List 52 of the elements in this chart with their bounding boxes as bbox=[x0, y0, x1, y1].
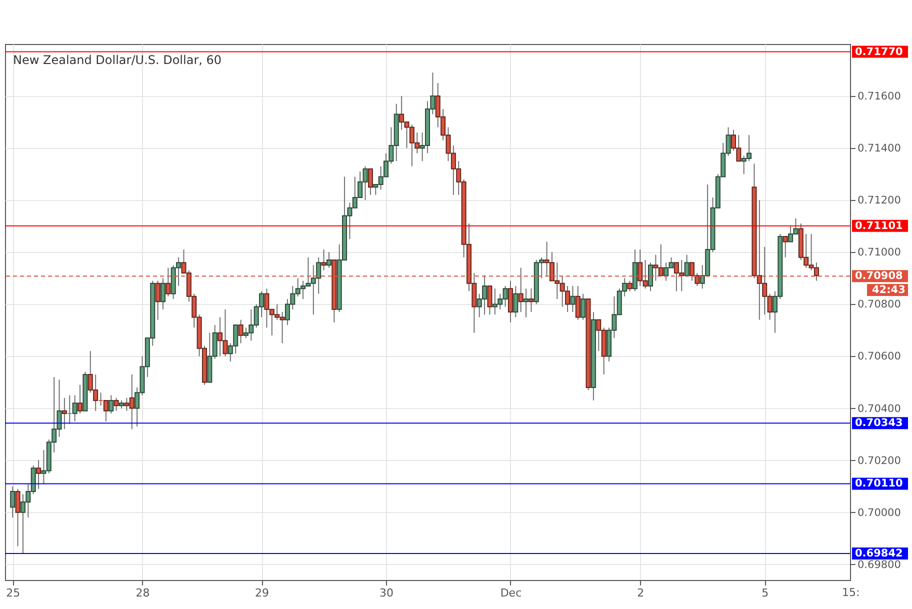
ref-line-label: 0.70343 bbox=[855, 417, 903, 430]
ref-line-label: 0.71770 bbox=[855, 46, 903, 58]
candlestick bbox=[684, 254, 690, 276]
ref-line-label: 0.70908 bbox=[855, 270, 903, 282]
y-tick-label: 0.71400 bbox=[858, 142, 901, 155]
ref-line-label: 0.69842 bbox=[855, 547, 903, 560]
y-tick-label: 0.71000 bbox=[858, 246, 901, 259]
candlestick bbox=[782, 236, 788, 258]
y-tick-label: 0.69800 bbox=[858, 558, 901, 571]
y-tick-label: 0.71200 bbox=[858, 194, 901, 207]
candlestick bbox=[575, 285, 580, 320]
candlestick bbox=[513, 285, 518, 318]
candlestick bbox=[155, 280, 160, 320]
x-tick-label: 29 bbox=[255, 586, 270, 600]
candlestick bbox=[508, 280, 513, 323]
y-tick-label: 0.71600 bbox=[858, 90, 901, 103]
text: 15: bbox=[842, 586, 860, 599]
candlestick bbox=[114, 397, 119, 412]
candlestick bbox=[36, 460, 42, 490]
text: New Zealand Dollar/U.S. Dollar, 60 bbox=[13, 53, 222, 67]
candlestick bbox=[15, 488, 20, 547]
candlestick bbox=[627, 280, 632, 292]
candlestick bbox=[487, 285, 492, 316]
candlestick bbox=[10, 486, 16, 518]
x-tick-label: 5 bbox=[762, 586, 769, 600]
ref-line-label: 0.71101 bbox=[855, 220, 903, 232]
y-tick-label: 0.70200 bbox=[858, 454, 901, 467]
candlestick bbox=[78, 384, 83, 414]
x-tick-label: 2 bbox=[637, 586, 644, 600]
x-tick-label: 28 bbox=[136, 586, 150, 600]
candlestick bbox=[580, 293, 586, 320]
y-tick-label: 0.70400 bbox=[858, 402, 901, 415]
y-tick-label: 0.70600 bbox=[858, 350, 901, 363]
candlestick bbox=[524, 288, 529, 318]
candlestick bbox=[326, 252, 332, 268]
candlestick bbox=[160, 278, 166, 310]
candlestick bbox=[62, 397, 67, 430]
x-tick-label: 30 bbox=[380, 586, 394, 600]
candlestick bbox=[103, 400, 108, 422]
candlestick bbox=[108, 394, 114, 414]
candlestick bbox=[321, 249, 326, 271]
candlestick bbox=[528, 288, 534, 312]
text: 42:43 bbox=[872, 284, 906, 296]
y-tick-label: 0.70800 bbox=[858, 298, 901, 311]
y-tick-label: 0.70000 bbox=[858, 506, 901, 519]
x-tick-label: 25 bbox=[6, 586, 20, 600]
candlestick bbox=[648, 262, 654, 292]
candlestick bbox=[570, 285, 576, 312]
candlestick bbox=[368, 168, 373, 196]
candlestick bbox=[238, 319, 244, 344]
ref-line-label: 0.70110 bbox=[855, 478, 903, 490]
x-tick-label: Dec bbox=[500, 586, 522, 600]
